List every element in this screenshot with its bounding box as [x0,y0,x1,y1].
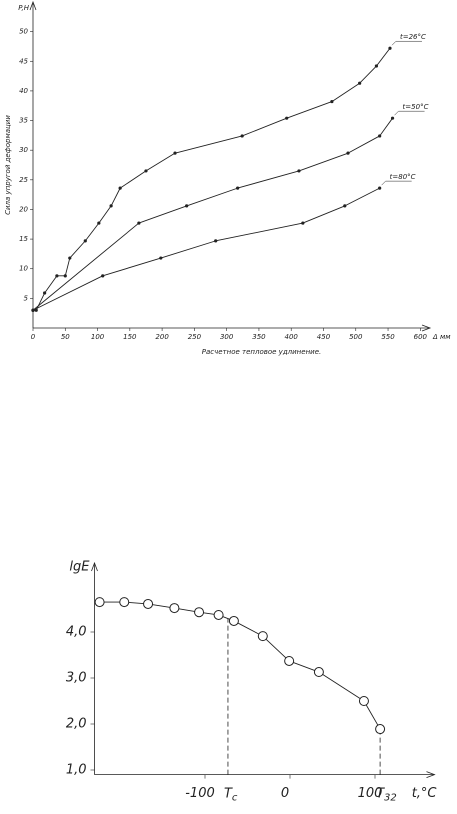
point [297,169,301,173]
point [118,186,122,190]
x-tick-label: 250 [188,333,202,341]
series-label: t=26°C [400,33,426,41]
point [137,221,141,225]
point [97,221,101,225]
x-tick-label: 100 [358,786,383,801]
point [375,724,386,735]
y-tick-label: 45 [19,57,28,65]
point [285,116,289,120]
annotation-text: T [376,786,385,801]
point [68,256,72,260]
point [388,46,392,50]
series-label: t=50°C [403,103,429,111]
point [346,151,350,155]
point [257,631,268,642]
x-tick-label: 50 [61,333,70,341]
point [43,291,47,295]
x-tick-label: 150 [123,333,137,341]
point [63,274,67,278]
series-label-line [381,180,412,186]
y-tick-label: 1,0 [66,763,87,778]
y-tick-label: 15 [19,235,28,243]
point [101,274,105,278]
x-unit: Δ мм [432,333,451,341]
x-arrow [426,771,436,778]
y-tick-label: 40 [19,87,28,95]
x-tick-label: 550 [381,333,395,341]
y-tick-label: 5 [24,294,29,302]
y-axis-label: lgE [69,560,90,575]
series-label-line [394,110,425,116]
point [213,609,224,620]
series-label: t=80°C [390,173,416,181]
y-tick-label: 25 [19,176,28,184]
x-tick-label: 400 [285,333,299,341]
point [378,134,382,138]
x-tick-label: 450 [317,333,331,341]
y-tick-label: 2,0 [66,717,87,732]
point [313,667,324,678]
x-tick-label: 100 [91,333,105,341]
x-tick-label: 350 [252,333,266,341]
point [94,597,105,608]
point [374,64,379,68]
point [358,696,369,706]
point [173,151,177,155]
series-line [33,47,391,311]
point [301,221,305,225]
point [159,256,163,260]
series-label-line [391,40,422,46]
point [55,274,59,278]
y-tick-label: 3,0 [66,671,87,686]
series-line [32,187,380,311]
point [194,607,205,618]
point [31,308,35,312]
point [83,239,87,243]
x-tick-label: 0 [31,333,36,341]
point [284,655,295,666]
x-axis-label: Расчетное тепловое удлинение. [202,348,321,356]
point [144,169,148,173]
y-tick-label: 10 [19,265,28,273]
y-axis-label: P,Н [18,4,29,12]
point [228,615,239,626]
x-axis-label: t,°C [412,786,438,801]
annotation-sub: 32 [384,793,397,804]
y-tick-label: 4,0 [66,625,87,640]
annotation-text: T [224,786,233,801]
point [119,597,130,608]
y-arrow [29,0,37,11]
x-tick-label: 0 [281,786,289,801]
point [390,116,395,120]
point [236,186,240,190]
x-tick-label: 200 [155,333,169,341]
series-line [32,117,393,311]
y-tick-label: 50 [19,28,28,36]
point [378,186,382,190]
y-tick-label: 30 [19,146,28,154]
annotation: Tc [224,786,238,804]
point [185,204,189,208]
x-arrow [421,324,432,332]
annotation: T32 [376,786,397,804]
point [214,239,218,243]
y-tick-label: 20 [19,205,28,213]
point [143,598,154,609]
point [240,134,244,138]
annotation-sub: c [232,793,238,804]
x-tick-label: 300 [220,333,234,341]
x-tick-label: 500 [349,333,363,341]
point [109,204,113,208]
y-axis-title: Сила упругой деформации [4,115,12,215]
point [169,603,180,614]
y-arrow [91,561,98,572]
point [330,99,334,104]
x-tick-label: -100 [185,786,215,801]
series-line [99,601,381,730]
y-tick-label: 35 [19,117,28,125]
point [343,204,347,208]
point [358,81,362,85]
x-tick-label: 600 [414,333,428,341]
